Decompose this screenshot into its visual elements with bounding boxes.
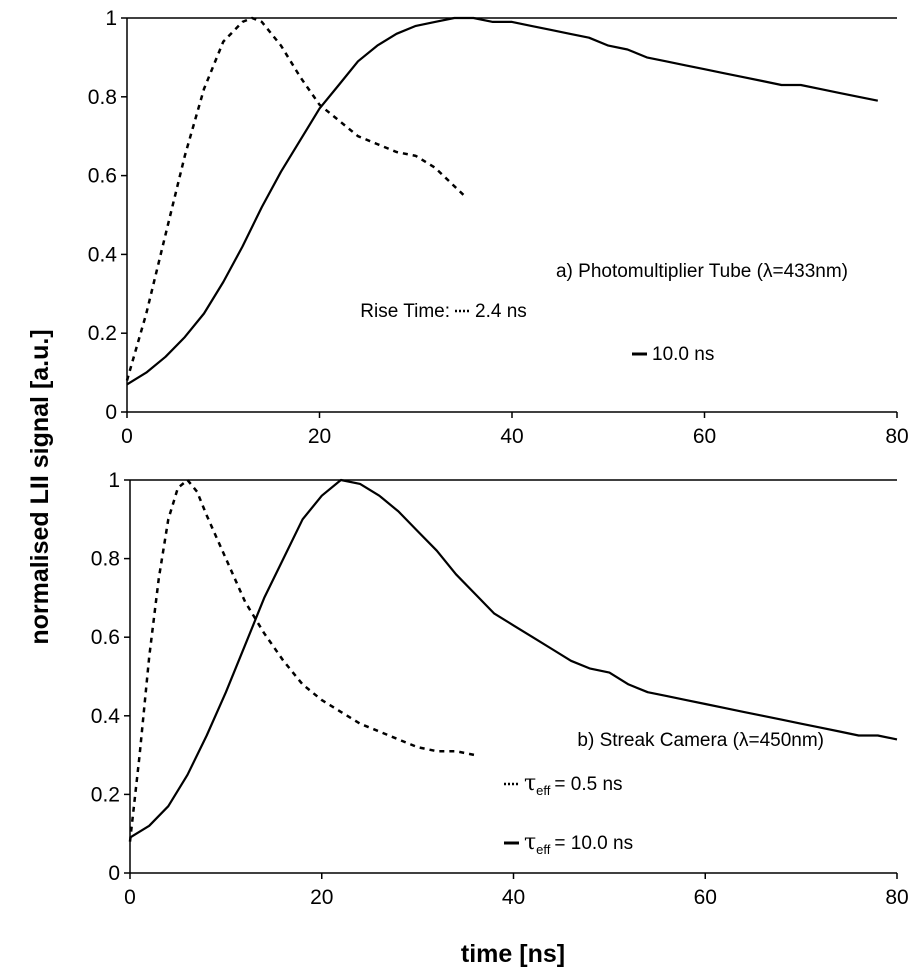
series-dotted-b <box>128 478 476 842</box>
y-tick-label-b: 0.4 <box>91 705 121 728</box>
y-tick-label-a: 0.6 <box>88 165 117 188</box>
y-tick-label-b: 0.6 <box>91 626 120 649</box>
legend-label-solid-b: τeff = 10.0 ns <box>524 830 633 857</box>
panel-a: 0 0.2 0.4 0.6 0.8 1 0 20 40 60 80 a) Photomultiplie… <box>88 7 909 448</box>
x-tick-label-b: 60 <box>694 886 717 909</box>
y-tick-label-b: 1 <box>108 469 120 492</box>
x-tick-label-a: 20 <box>308 425 331 448</box>
y-tick-label-a: 0 <box>105 401 117 424</box>
x-tick-label-a: 40 <box>500 425 523 448</box>
legend-label-solid-a: 10.0 ns <box>652 344 714 365</box>
x-tick-label-b: 20 <box>310 886 333 909</box>
x-tick-label-b: 0 <box>124 886 136 909</box>
x-tick-label-b: 80 <box>885 886 908 909</box>
legend-label-dotted-a: 2.4 ns <box>475 301 527 322</box>
y-tick-label-b: 0.2 <box>91 783 120 806</box>
series-solid-b <box>129 478 898 839</box>
y-tick-label-a: 1 <box>105 7 117 30</box>
legend-prefix-a: Rise Time: <box>360 301 450 322</box>
y-axis-title: normalised LII signal [a.u.] <box>26 329 54 644</box>
x-tick-label-a: 0 <box>121 425 133 448</box>
series-solid-a <box>126 16 879 386</box>
x-tick-label-a: 80 <box>885 425 908 448</box>
x-tick-label-b: 40 <box>502 886 525 909</box>
panel-b: 0 0.2 0.4 0.6 0.8 1 0 20 40 60 80 b) Streak Camera … <box>91 469 909 909</box>
y-tick-label-a: 0.8 <box>88 86 117 109</box>
legend-label-dotted-b: τeff = 0.5 ns <box>524 771 623 798</box>
y-tick-label-b: 0.8 <box>91 548 120 571</box>
legend-title-a: a) Photomultiplier Tube (λ=433nm) <box>556 261 848 282</box>
y-tick-label-a: 0.4 <box>88 243 118 266</box>
y-tick-label-b: 0 <box>108 862 120 885</box>
x-axis-title: time [ns] <box>461 940 565 968</box>
y-tick-label-a: 0.2 <box>88 322 117 345</box>
x-tick-label-a: 60 <box>693 425 716 448</box>
series-dotted-a <box>125 16 465 381</box>
legend-title-b: b) Streak Camera (λ=450nm) <box>577 730 824 751</box>
